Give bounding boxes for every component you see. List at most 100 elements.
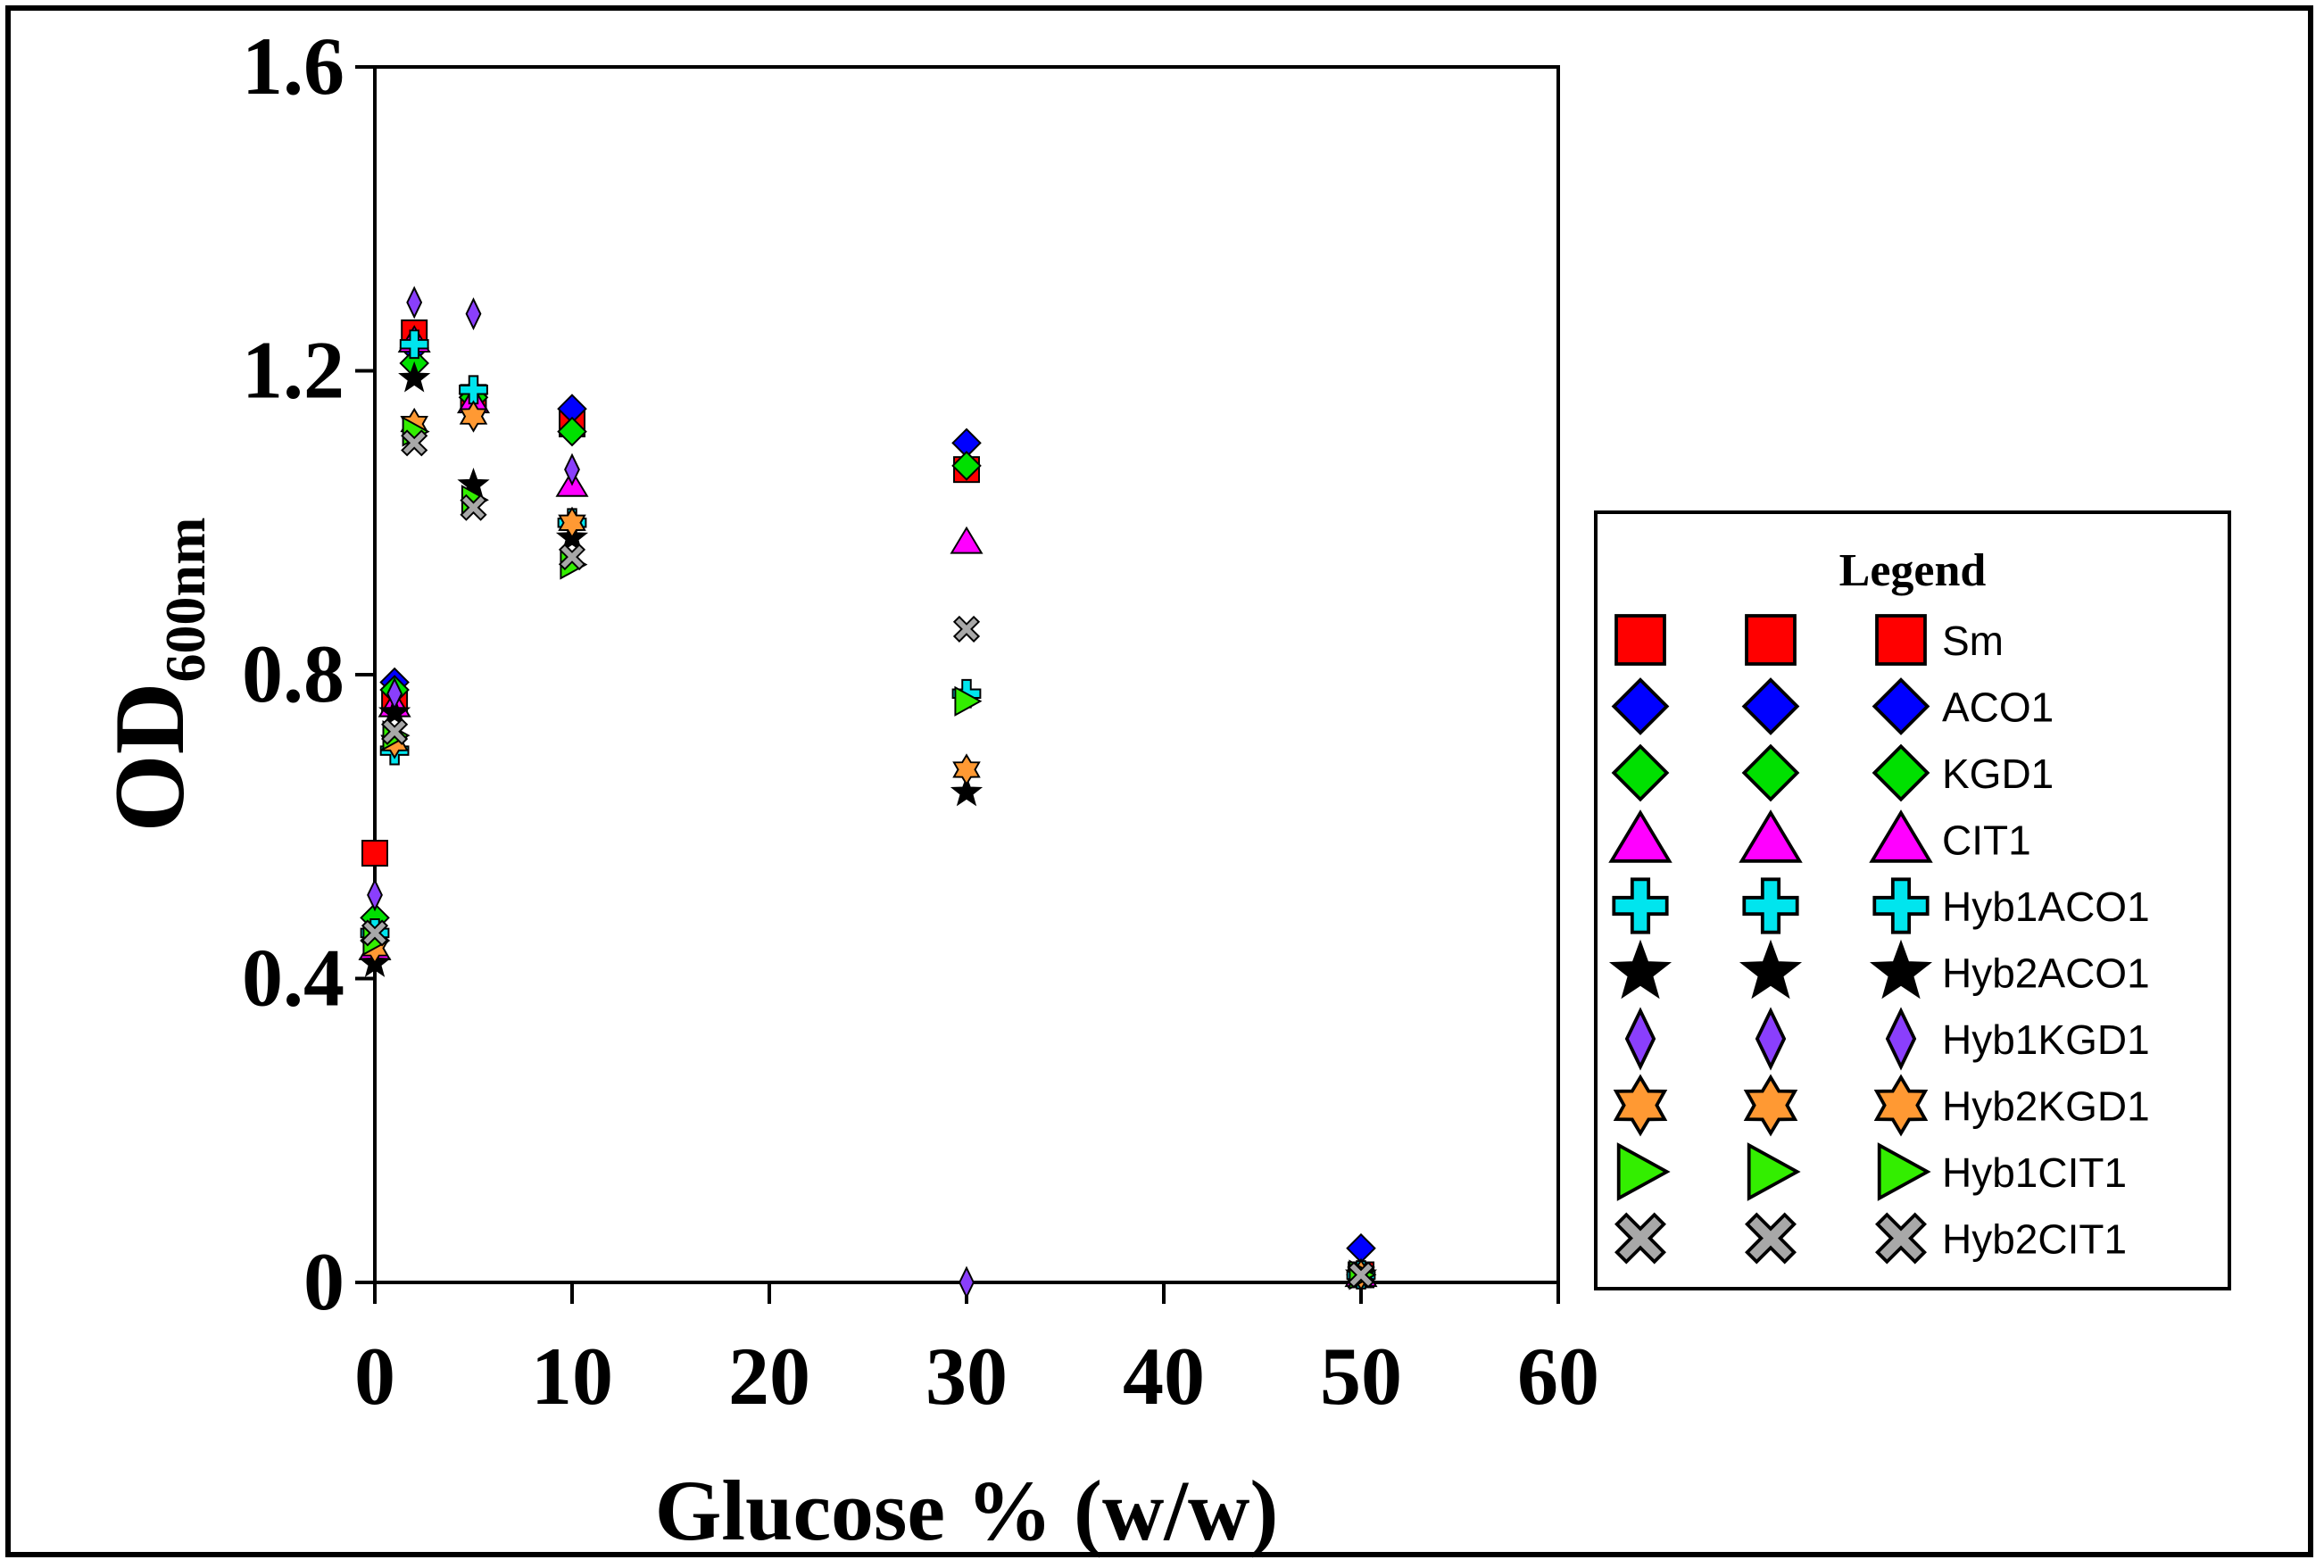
point-hyb1cit1 (954, 685, 983, 717)
point-kgd1 (557, 416, 587, 447)
y-axis-title-main: OD (95, 682, 205, 832)
legend-marker-hyb2kgd1 (1873, 1074, 1929, 1137)
point-hyb2aco1 (378, 695, 411, 726)
x-tick-label: 30 (925, 1331, 1008, 1422)
legend-marker-hyb1aco1 (1612, 877, 1669, 934)
legend-marker-hyb2aco1 (1608, 939, 1672, 1000)
legend-marker-cit1 (1869, 809, 1933, 863)
point-hyb1kgd1 (465, 297, 482, 331)
legend-marker-hyb1kgd1 (1755, 1007, 1787, 1071)
legend-marker-kgd1 (1872, 743, 1930, 802)
legend-item-hyb1cit1: Hyb1CIT1 (1616, 1142, 2127, 1201)
legend-label: Hyb1ACO1 (1942, 884, 2150, 930)
legend-marker-hyb1aco1 (1872, 877, 1930, 934)
x-tick-label: 20 (728, 1331, 810, 1422)
legend-marker-sm (1875, 614, 1927, 666)
point-hyb2kgd1 (558, 506, 586, 539)
point-hyb1kgd1 (367, 878, 383, 912)
legend-item-aco1: ACO1 (1611, 677, 2054, 735)
point-hyb2kgd1 (459, 400, 488, 433)
plot-area (373, 65, 1560, 1284)
legend-label: ACO1 (1942, 684, 2054, 731)
x-tick-label: 40 (1123, 1331, 1205, 1422)
legend-item-sm: Sm (1614, 614, 2004, 666)
x-tick-label: 60 (1517, 1331, 1599, 1422)
x-axis-ticks: 0 10 20 30 40 50 60 (354, 1282, 1599, 1422)
y-tick-label: 0.4 (242, 933, 344, 1024)
legend-marker-cit1 (1739, 809, 1803, 863)
legend-marker-kgd1 (1611, 743, 1670, 802)
point-hyb1kgd1 (386, 676, 403, 710)
legend-marker-hyb1cit1 (1616, 1142, 1671, 1201)
point-hyb1kgd1 (406, 286, 423, 319)
y-axis-title-sub: 600nm (154, 518, 217, 683)
legend-marker-hyb1cit1 (1747, 1142, 1801, 1201)
y-axis-ticks: 0 0.4 0.8 1.2 1.6 (242, 21, 375, 1327)
legend-label: KGD1 (1942, 751, 2054, 797)
legend-label: Hyb1KGD1 (1942, 1016, 2150, 1063)
x-axis-title: Glucose % (w/w) (655, 1463, 1279, 1558)
point-hyb1aco1 (459, 375, 488, 405)
legend-item-hyb2aco1: Hyb2ACO1 (1608, 939, 2150, 1000)
y-tick-label: 0.8 (242, 628, 344, 719)
y-tick-label: 1.6 (242, 21, 344, 112)
legend-marker-cit1 (1608, 809, 1672, 863)
point-hyb1aco1 (399, 329, 429, 360)
legend-label: CIT1 (1942, 817, 2031, 864)
legend-marker-hyb1cit1 (1877, 1142, 1931, 1201)
legend-label: Sm (1942, 618, 2004, 664)
legend-item-cit1: CIT1 (1608, 809, 2031, 864)
point-hyb2cit1 (401, 429, 428, 457)
legend-item-hyb2kgd1: Hyb2KGD1 (1613, 1074, 2150, 1137)
legend-item-hyb1kgd1: Hyb1KGD1 (1624, 1007, 2150, 1071)
legend-marker-hyb2aco1 (1869, 939, 1933, 1000)
legend-marker-aco1 (1872, 677, 1930, 735)
point-hyb2kgd1 (952, 753, 981, 786)
legend-marker-hyb2kgd1 (1613, 1074, 1668, 1137)
point-hyb2cit1 (952, 615, 981, 643)
x-tick-label: 10 (531, 1331, 613, 1422)
legend-marker-sm (1614, 614, 1666, 666)
legend-title: Legend (1839, 545, 1987, 596)
legend-marker-hyb2kgd1 (1743, 1074, 1798, 1137)
legend-marker-hyb1kgd1 (1885, 1007, 1917, 1071)
legend-item-hyb1aco1: Hyb1ACO1 (1612, 877, 2150, 934)
legend-item-hyb2cit1: Hyb2CIT1 (1614, 1212, 2127, 1265)
legend-label: Hyb2KGD1 (1942, 1083, 2150, 1130)
svg-text:OD600nm: OD600nm (95, 518, 217, 833)
legend-label: Hyb1CIT1 (1942, 1149, 2127, 1196)
y-axis-title: OD600nm (95, 518, 217, 833)
point-hyb2cit1 (361, 919, 389, 947)
point-hyb2cit1 (460, 494, 487, 521)
point-hyb2cit1 (381, 718, 409, 745)
point-sm (361, 840, 388, 867)
point-hyb2cit1 (1347, 1261, 1375, 1289)
legend-marker-kgd1 (1741, 743, 1800, 802)
legend-marker-aco1 (1741, 677, 1800, 735)
legend-marker-hyb2cit1 (1875, 1212, 1927, 1265)
y-tick-label: 0 (303, 1236, 344, 1327)
legend-marker-hyb2cit1 (1614, 1212, 1666, 1265)
legend-label: Hyb2ACO1 (1942, 950, 2150, 997)
point-hyb1kgd1 (959, 1265, 975, 1299)
data-points (358, 286, 1378, 1299)
legend-marker-hyb1aco1 (1742, 877, 1799, 934)
y-tick-label: 1.2 (242, 325, 344, 416)
point-hyb2cit1 (558, 543, 586, 571)
point-kgd1 (951, 451, 982, 481)
legend-marker-aco1 (1611, 677, 1670, 735)
legend-marker-hyb1kgd1 (1624, 1007, 1656, 1071)
legend-marker-sm (1745, 614, 1797, 666)
legend-item-kgd1: KGD1 (1611, 743, 2054, 802)
point-hyb2aco1 (950, 775, 984, 807)
x-tick-label: 50 (1320, 1331, 1402, 1422)
point-cit1 (950, 526, 984, 554)
legend-items: Sm ACO1 KGD1 CIT1 Hyb1ACO1 Hyb2ACO1 Hyb1KGD1 Hy… (1608, 614, 2150, 1265)
point-hyb1kgd1 (564, 452, 580, 486)
point-hyb2aco1 (457, 467, 490, 499)
point-hyb2aco1 (398, 361, 431, 393)
legend-label: Hyb2CIT1 (1942, 1216, 2127, 1263)
legend-marker-hyb2cit1 (1745, 1212, 1797, 1265)
x-tick-label: 0 (354, 1331, 395, 1422)
